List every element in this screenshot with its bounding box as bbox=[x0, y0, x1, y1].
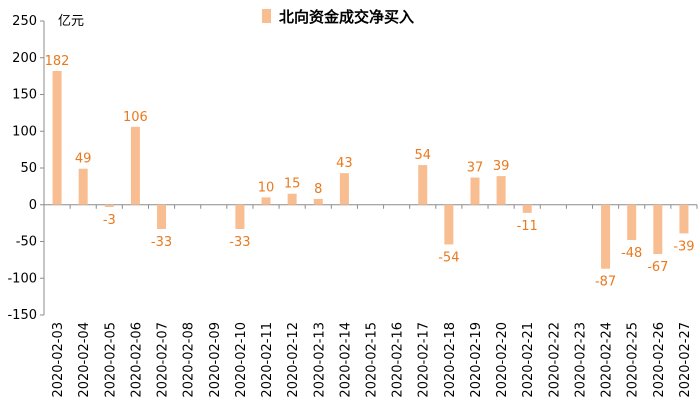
bar bbox=[444, 204, 454, 245]
bar bbox=[78, 168, 88, 205]
y-tick-label: 250 bbox=[12, 14, 37, 29]
data-label: 43 bbox=[336, 156, 353, 171]
data-label: 39 bbox=[493, 159, 510, 174]
x-tick-label: 2020-02-05 bbox=[103, 322, 118, 398]
y-tick-label: 100 bbox=[12, 124, 37, 139]
x-tick-label: 2020-02-20 bbox=[495, 322, 510, 398]
data-label: -54 bbox=[438, 250, 459, 265]
bar bbox=[235, 204, 245, 230]
bar bbox=[130, 126, 140, 205]
data-label: 37 bbox=[467, 161, 484, 176]
data-label: -3 bbox=[103, 213, 116, 228]
x-tick-label: 2020-02-27 bbox=[678, 322, 693, 398]
bar bbox=[653, 204, 663, 254]
bar bbox=[601, 204, 611, 269]
data-label: 10 bbox=[258, 180, 275, 195]
bars bbox=[52, 70, 689, 269]
bar bbox=[261, 197, 271, 205]
bar bbox=[313, 198, 323, 205]
x-tick-label: 2020-02-12 bbox=[286, 322, 301, 398]
data-label: -39 bbox=[673, 239, 694, 254]
x-tick-label: 2020-02-06 bbox=[129, 322, 144, 398]
data-label: 15 bbox=[284, 177, 301, 192]
data-label: 106 bbox=[123, 110, 148, 125]
y-tick-label: 150 bbox=[12, 88, 37, 103]
legend-swatch bbox=[262, 9, 271, 23]
data-label: 8 bbox=[314, 182, 322, 197]
x-tick-label: 2020-02-25 bbox=[626, 322, 641, 398]
x-tick-label: 2020-02-16 bbox=[391, 322, 406, 398]
bar bbox=[104, 204, 114, 207]
legend: 北向资金成交净买入 bbox=[262, 8, 414, 26]
data-label: 54 bbox=[414, 148, 431, 163]
x-tick-label: 2020-02-26 bbox=[652, 322, 667, 398]
x-tick-label: 2020-02-07 bbox=[156, 322, 171, 398]
x-axis: 2020-02-03 2020-02-04 2020-02-05 2020-02-06… bbox=[43, 204, 698, 398]
data-label: -67 bbox=[647, 260, 668, 275]
x-tick-label: 2020-02-11 bbox=[260, 322, 275, 398]
x-tick-label: 2020-02-21 bbox=[521, 322, 536, 398]
data-label: -48 bbox=[621, 246, 642, 261]
x-tick-label: 2020-02-10 bbox=[234, 322, 249, 398]
bar bbox=[339, 173, 349, 205]
x-tick-label: 2020-02-22 bbox=[547, 322, 562, 398]
x-tick-label: 2020-02-08 bbox=[182, 322, 197, 398]
data-label: 182 bbox=[45, 54, 70, 69]
bar bbox=[470, 177, 480, 205]
x-tick-label: 2020-02-03 bbox=[51, 322, 66, 398]
y-tick-label: 0 bbox=[29, 198, 37, 213]
x-tick-label: 2020-02-24 bbox=[600, 322, 615, 398]
data-label: 49 bbox=[75, 152, 92, 167]
bar bbox=[52, 70, 62, 205]
x-tick-label: 2020-02-19 bbox=[469, 322, 484, 398]
bar bbox=[679, 204, 689, 234]
y-tick-label: -100 bbox=[7, 271, 37, 286]
y-tick-label: 50 bbox=[20, 161, 37, 176]
x-tick-label: 2020-02-17 bbox=[417, 322, 432, 398]
y-axis: -150 -100 -50 0 50 100 150 200 250 bbox=[7, 14, 45, 323]
y-tick-label: -50 bbox=[16, 235, 37, 250]
x-tick-label: 2020-02-13 bbox=[312, 322, 327, 398]
bar bbox=[496, 176, 506, 205]
x-tick-label: 2020-02-14 bbox=[338, 322, 353, 398]
y-axis-unit-label: 亿元 bbox=[58, 14, 84, 29]
legend-label: 北向资金成交净买入 bbox=[279, 8, 414, 26]
bar bbox=[522, 204, 532, 213]
bar bbox=[418, 165, 428, 205]
bar bbox=[627, 204, 637, 241]
data-label: -87 bbox=[595, 275, 616, 290]
y-tick-label: 200 bbox=[12, 51, 37, 66]
data-label: -33 bbox=[151, 235, 172, 250]
bar bbox=[157, 204, 167, 230]
data-label: -33 bbox=[229, 235, 250, 250]
x-tick-label: 2020-02-04 bbox=[77, 322, 92, 398]
x-tick-label: 2020-02-18 bbox=[443, 322, 458, 398]
x-tick-label: 2020-02-15 bbox=[365, 322, 380, 398]
data-label: -11 bbox=[517, 219, 538, 234]
x-tick-label: 2020-02-09 bbox=[208, 322, 223, 398]
bar bbox=[287, 193, 297, 205]
data-labels: 182 49 -3 106 -33 -33 10 15 8 43 54 -54 37 39 -11 -87 -4… bbox=[45, 54, 695, 290]
x-tick-label: 2020-02-23 bbox=[573, 322, 588, 398]
y-tick-label: -150 bbox=[7, 308, 37, 323]
